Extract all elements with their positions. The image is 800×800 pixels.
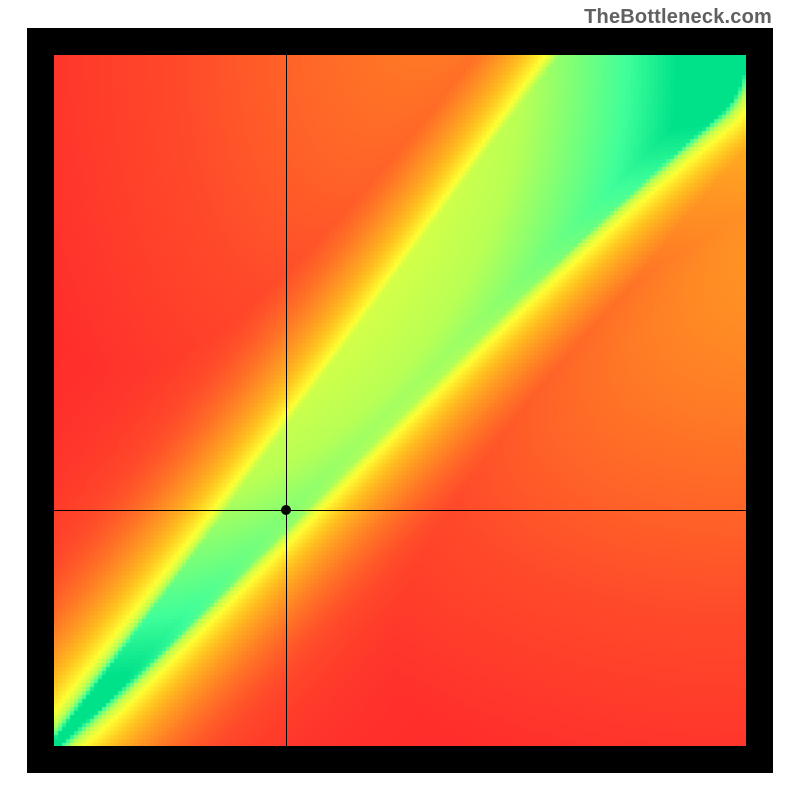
- watermark-text: TheBottleneck.com: [584, 6, 772, 29]
- heatmap-canvas: [54, 55, 746, 746]
- heatmap-plot: [54, 55, 746, 746]
- crosshair-vertical: [286, 55, 287, 746]
- crosshair-point: [281, 505, 291, 515]
- crosshair-horizontal: [54, 510, 746, 511]
- chart-container: TheBottleneck.com: [0, 0, 800, 800]
